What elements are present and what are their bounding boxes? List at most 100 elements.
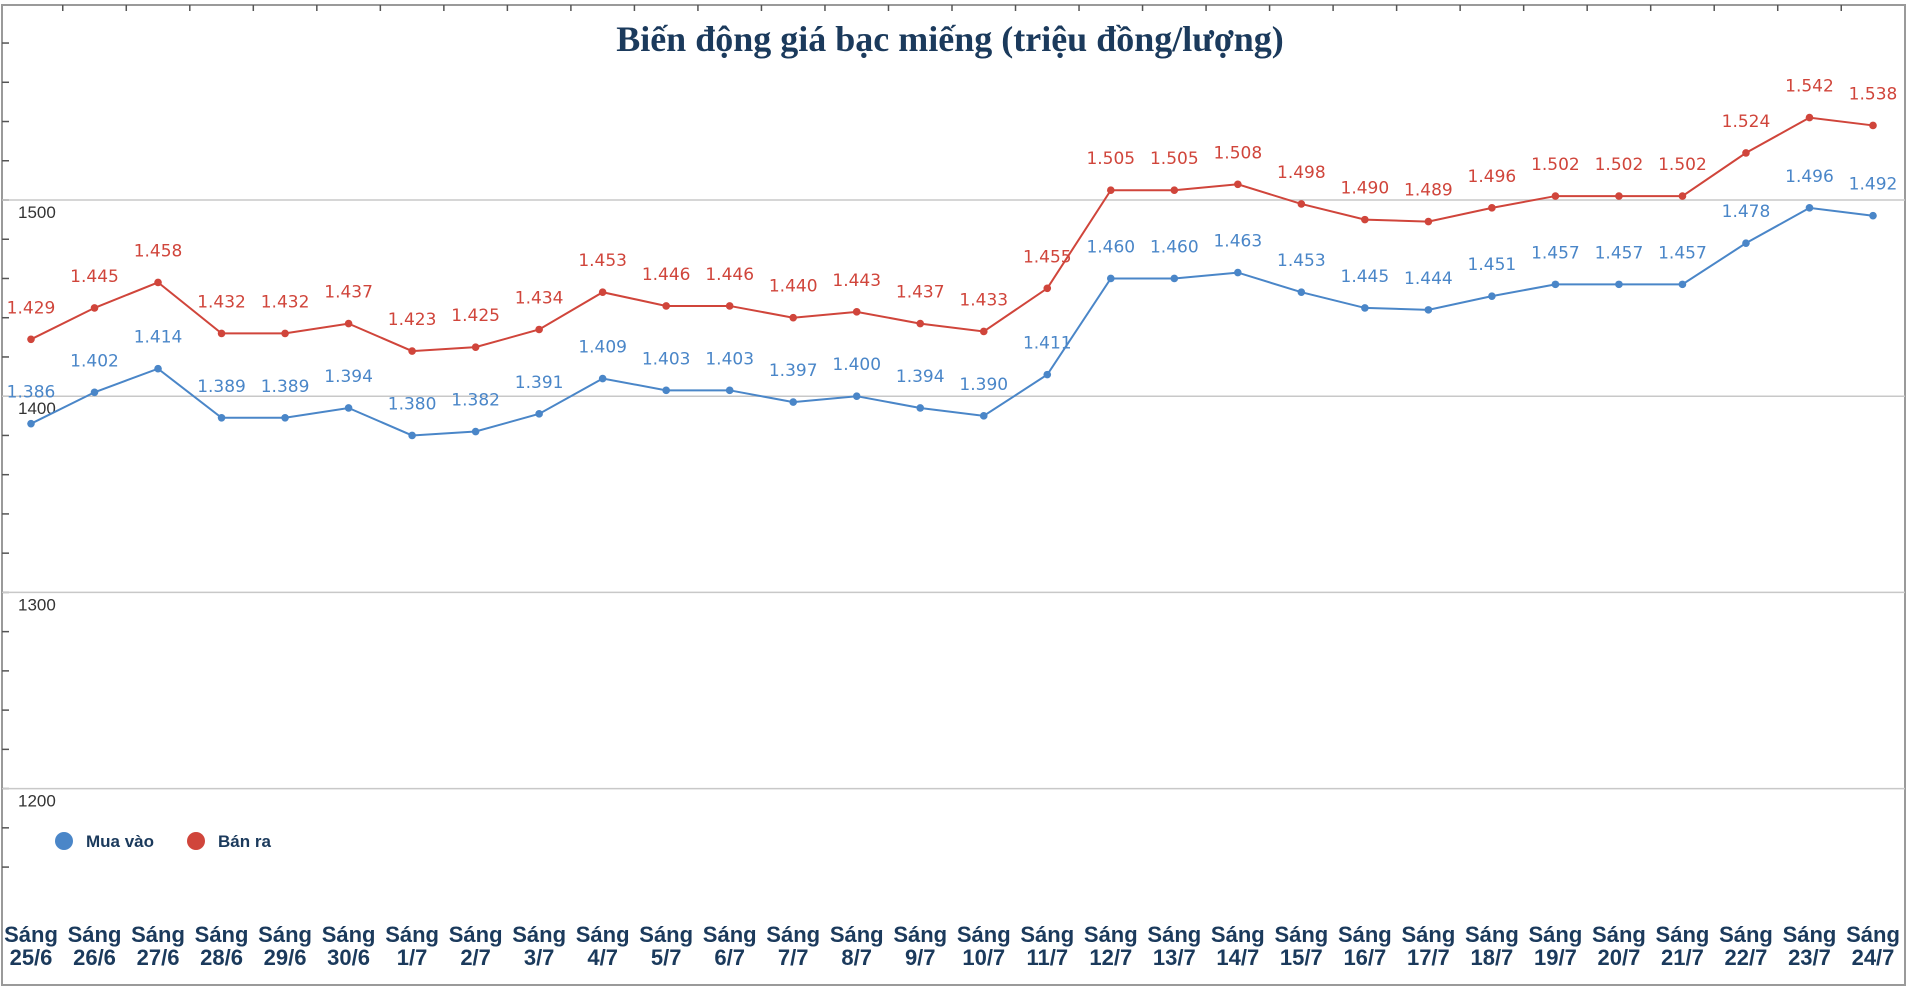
data-label: 1.380 bbox=[388, 394, 437, 414]
data-point bbox=[217, 413, 226, 422]
data-point bbox=[154, 278, 162, 287]
data-point bbox=[154, 364, 162, 373]
data-point bbox=[217, 329, 226, 338]
x-tick-label-line1: Sáng bbox=[639, 922, 693, 947]
data-label: 1.446 bbox=[705, 265, 754, 285]
y-tick-label: 1200 bbox=[18, 792, 56, 811]
data-point bbox=[1234, 268, 1242, 277]
data-label: 1.394 bbox=[896, 367, 945, 387]
x-tick-label-line2: 9/7 bbox=[905, 945, 936, 970]
data-point bbox=[1106, 186, 1115, 194]
data-point bbox=[408, 431, 416, 440]
x-tick-label-line1: Sáng bbox=[1020, 922, 1074, 947]
data-point bbox=[1361, 304, 1369, 312]
data-point bbox=[1869, 211, 1877, 220]
x-tick-label-line1: Sáng bbox=[322, 922, 376, 947]
data-point bbox=[725, 386, 734, 395]
x-tick-label-line2: 22/7 bbox=[1725, 945, 1768, 970]
data-point bbox=[535, 410, 543, 418]
data-point bbox=[27, 335, 35, 344]
data-label: 1.457 bbox=[1658, 243, 1707, 263]
x-tick-label-line2: 18/7 bbox=[1470, 945, 1513, 970]
data-label: 1.453 bbox=[578, 251, 627, 271]
data-label: 1.400 bbox=[832, 355, 881, 375]
data-point bbox=[1742, 239, 1750, 247]
x-tick-label-line1: Sáng bbox=[703, 922, 757, 947]
x-tick-label-line2: 24/7 bbox=[1852, 945, 1895, 970]
data-point bbox=[789, 398, 798, 406]
data-label: 1.496 bbox=[1785, 167, 1834, 187]
x-tick-label-line2: 3/7 bbox=[524, 945, 555, 970]
data-label: 1.457 bbox=[1531, 243, 1580, 263]
data-point bbox=[1170, 274, 1179, 283]
x-tick-label-line1: Sáng bbox=[1592, 922, 1646, 947]
data-label: 1.460 bbox=[1150, 237, 1199, 257]
x-tick-label-line1: Sáng bbox=[512, 922, 566, 947]
x-tick-label-line1: Sáng bbox=[957, 922, 1011, 947]
data-label: 1.496 bbox=[1468, 167, 1517, 187]
x-tick-label-line2: 21/7 bbox=[1661, 945, 1704, 970]
data-point bbox=[1297, 200, 1306, 208]
data-point bbox=[344, 404, 353, 412]
x-tick-label-line2: 14/7 bbox=[1216, 945, 1259, 970]
data-point bbox=[90, 388, 99, 397]
data-label: 1.458 bbox=[134, 241, 183, 261]
data-label: 1.394 bbox=[324, 367, 373, 387]
legend-marker bbox=[187, 832, 205, 850]
data-point bbox=[979, 412, 988, 420]
data-label: 1.492 bbox=[1849, 175, 1898, 195]
data-label: 1.498 bbox=[1277, 163, 1326, 183]
chart-title: Biến động giá bạc miếng (triệu đồng/lượn… bbox=[616, 19, 1284, 59]
data-point bbox=[281, 329, 289, 338]
data-point bbox=[1106, 274, 1115, 283]
data-point bbox=[1742, 149, 1750, 157]
x-tick-label-line1: Sáng bbox=[1656, 922, 1710, 947]
x-tick-label-line2: 28/6 bbox=[200, 945, 243, 970]
x-tick-label-line2: 17/7 bbox=[1407, 945, 1450, 970]
data-point bbox=[1551, 280, 1560, 289]
y-tick-label: 1500 bbox=[18, 203, 56, 222]
x-tick-label-line2: 7/7 bbox=[778, 945, 809, 970]
data-point bbox=[916, 404, 925, 412]
data-label: 1.434 bbox=[515, 288, 564, 308]
data-label: 1.463 bbox=[1213, 232, 1262, 252]
x-tick-label-line1: Sáng bbox=[1846, 922, 1900, 947]
data-point bbox=[1805, 113, 1814, 122]
data-label: 1.433 bbox=[959, 290, 1008, 310]
x-tick-label-line2: 11/7 bbox=[1026, 945, 1068, 970]
data-point bbox=[471, 343, 480, 351]
data-point bbox=[1615, 192, 1623, 200]
data-label: 1.524 bbox=[1722, 112, 1771, 132]
data-label: 1.502 bbox=[1658, 155, 1707, 175]
data-point bbox=[1170, 186, 1179, 194]
data-point bbox=[598, 288, 607, 297]
x-tick-label-line2: 26/6 bbox=[73, 945, 116, 970]
data-label: 1.455 bbox=[1023, 247, 1072, 267]
data-point bbox=[1551, 192, 1560, 200]
x-tick-label-line1: Sáng bbox=[1211, 922, 1265, 947]
data-label: 1.432 bbox=[261, 292, 310, 312]
x-tick-label-line1: Sáng bbox=[1338, 922, 1392, 947]
x-tick-label-line2: 5/7 bbox=[651, 945, 682, 970]
data-label: 1.389 bbox=[261, 377, 310, 397]
data-point bbox=[535, 325, 543, 334]
legend-marker bbox=[55, 832, 73, 850]
data-label: 1.489 bbox=[1404, 181, 1453, 201]
x-tick-label-line1: Sáng bbox=[1529, 922, 1583, 947]
data-label: 1.432 bbox=[197, 292, 246, 312]
data-point bbox=[408, 347, 416, 355]
legend-label: Mua vào bbox=[86, 832, 154, 851]
data-point bbox=[27, 419, 35, 428]
series-line-mua-vao bbox=[30, 206, 1874, 437]
x-tick-label-line2: 2/7 bbox=[460, 945, 491, 970]
data-label: 1.460 bbox=[1086, 237, 1135, 257]
data-label: 1.451 bbox=[1468, 255, 1517, 275]
x-tick-label-line2: 27/6 bbox=[137, 945, 180, 970]
x-tick-label-line2: 23/7 bbox=[1788, 945, 1831, 970]
data-point bbox=[1615, 280, 1623, 289]
data-label: 1.457 bbox=[1595, 243, 1644, 263]
data-label: 1.397 bbox=[769, 361, 818, 381]
data-label: 1.445 bbox=[1341, 267, 1390, 287]
data-point bbox=[1488, 292, 1496, 300]
x-tick-label-line1: Sáng bbox=[1783, 922, 1837, 947]
